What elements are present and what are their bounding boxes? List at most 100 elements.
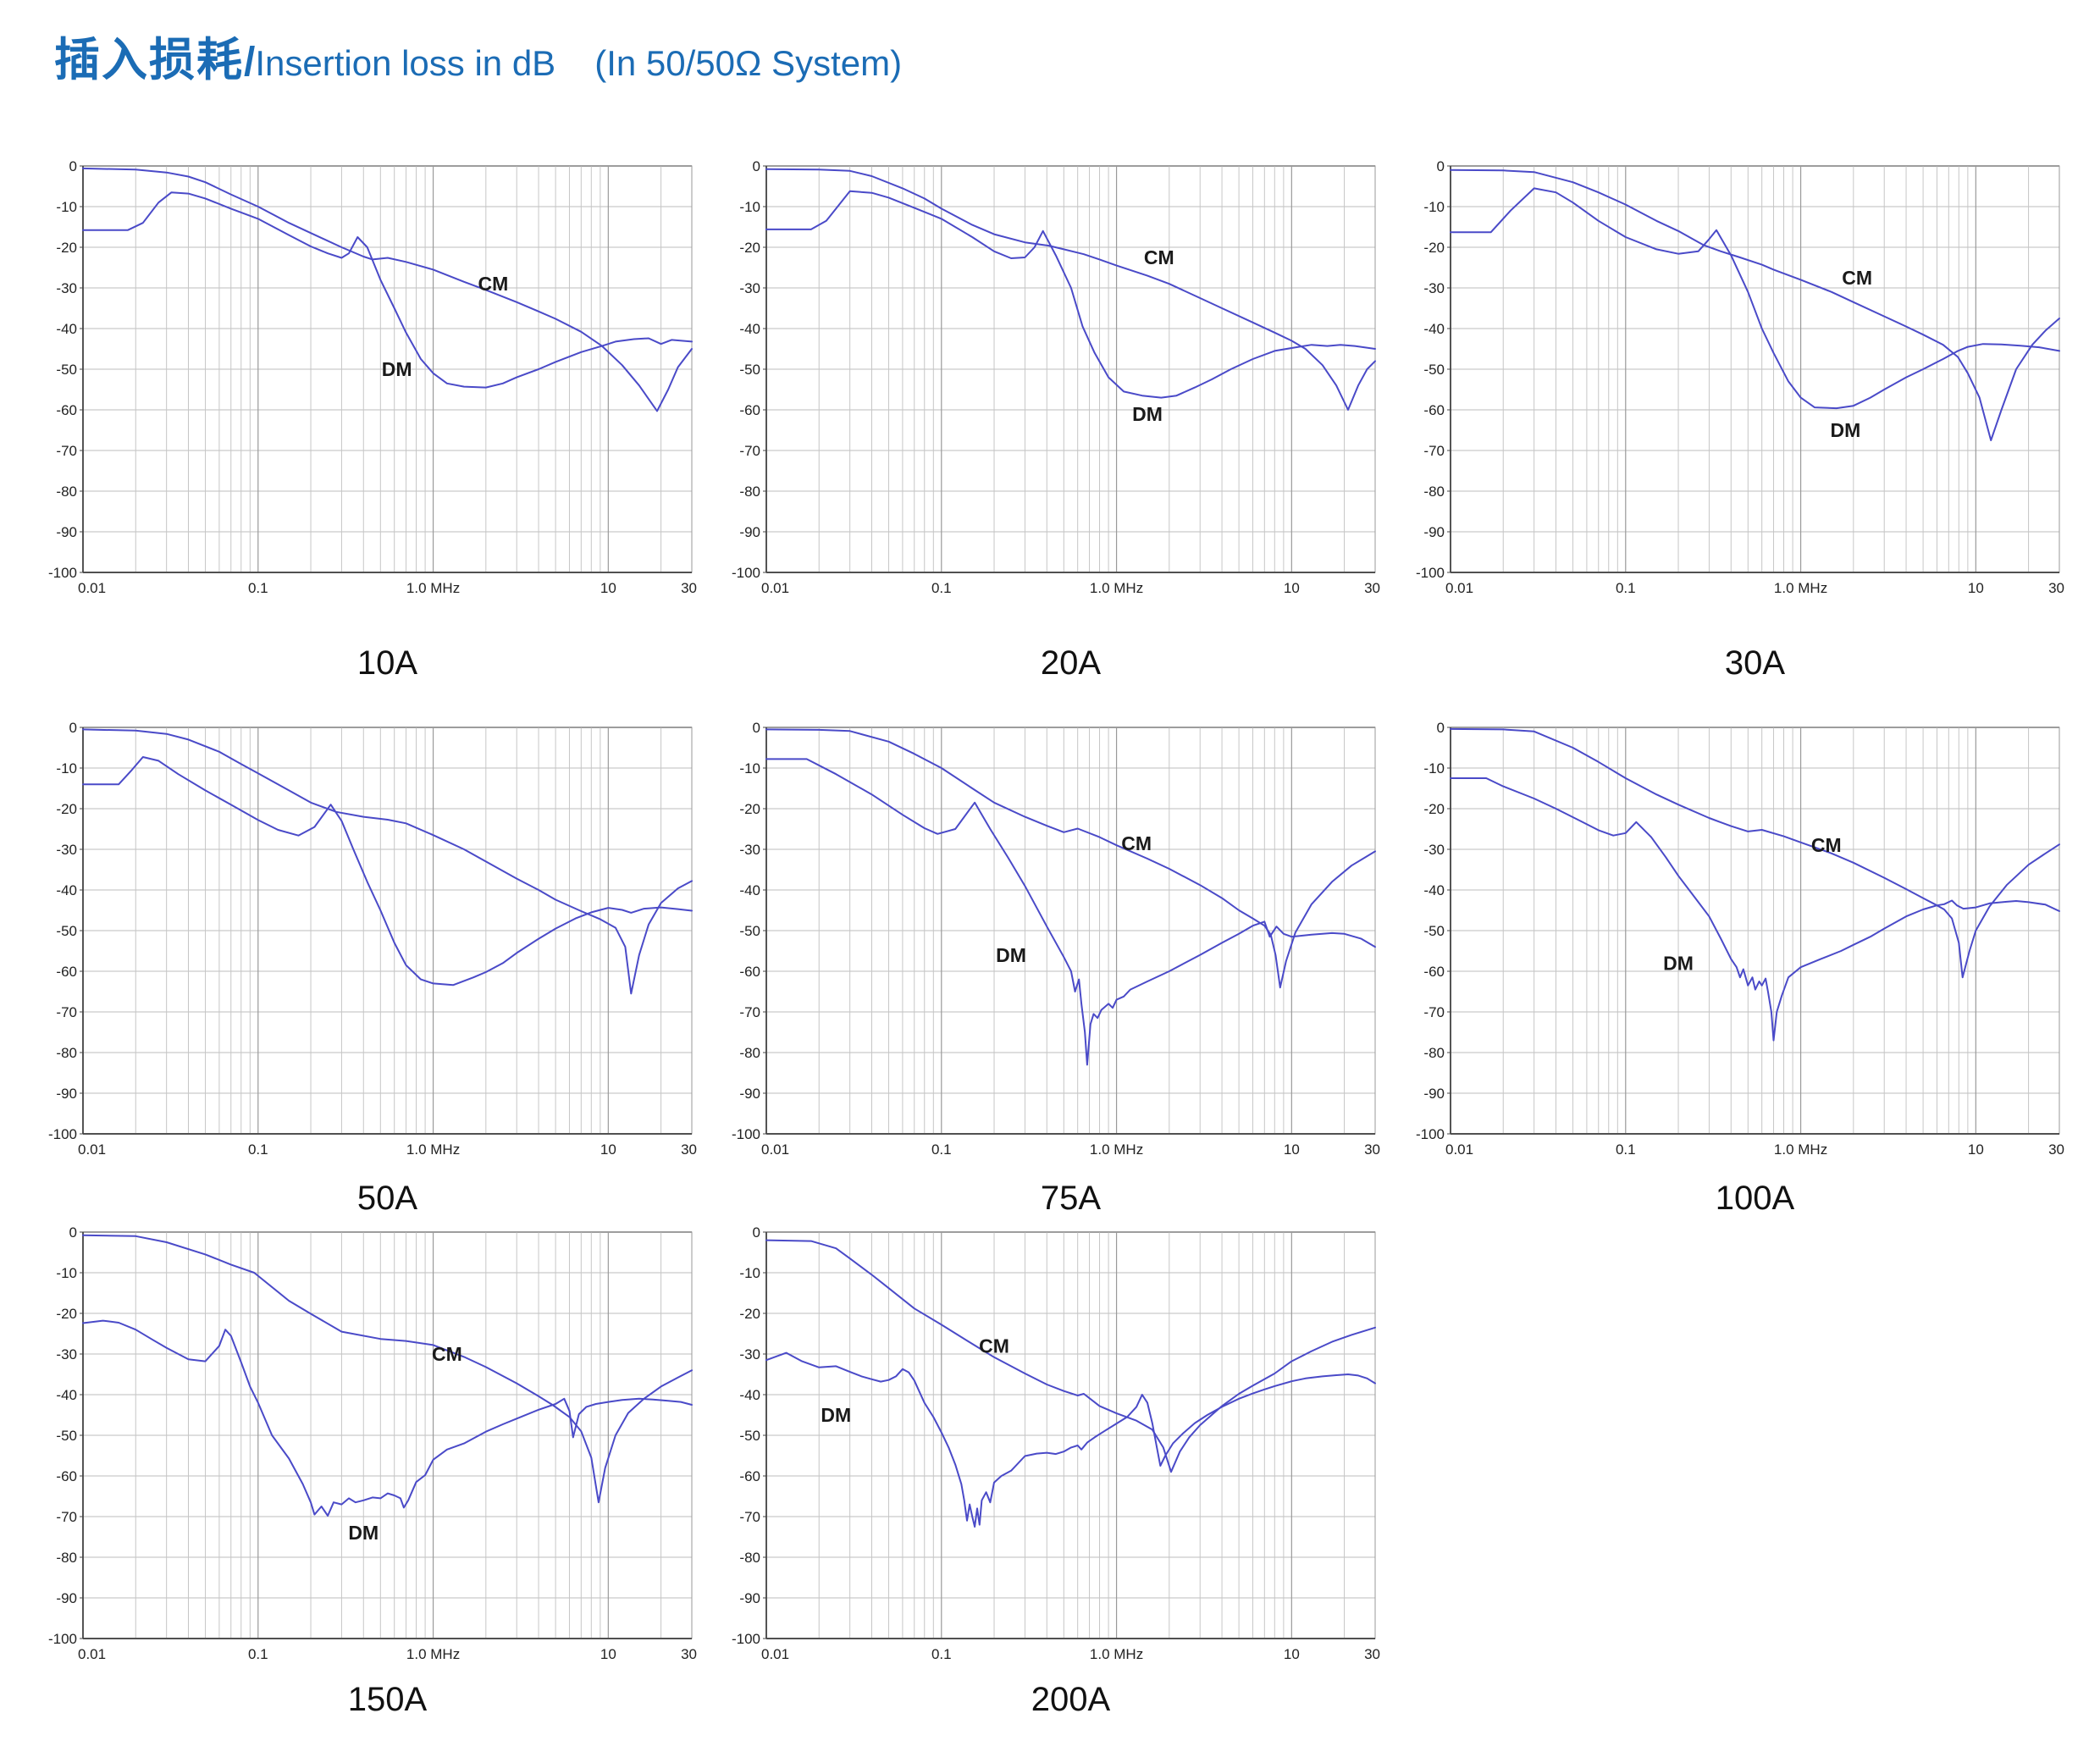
y-tick-label: -20 (739, 801, 760, 817)
y-tick-label: -30 (56, 1346, 77, 1362)
x-tick-label: 0.01 (1445, 1141, 1473, 1158)
chart-20A-cm-curve (765, 168, 1376, 411)
x-tick-label: 30 (2048, 1141, 2064, 1158)
x-tick-label: 1.0 MHz (1090, 580, 1143, 596)
y-tick-label: -70 (56, 1509, 77, 1525)
chart-150A: 0 -10 -20 -30 -40 -50 -60 -70 -80 -90 -100 0.01 0.1 1… (34, 1220, 702, 1718)
y-tick-label: -10 (56, 1265, 77, 1281)
y-tick-label: -70 (739, 443, 760, 459)
y-tick-label: -60 (739, 1468, 760, 1484)
y-tick-label: -10 (739, 199, 760, 215)
chart-200A-dm-curve (765, 1351, 1376, 1528)
y-tick-label: -10 (56, 760, 77, 777)
chart-100A: 0 -10 -20 -30 -40 -50 -60 -70 -80 -90 -100 0.01 0.1 1… (1401, 716, 2070, 1217)
y-tick-label: -80 (56, 1550, 77, 1566)
x-tick-label: 0.01 (1445, 580, 1473, 596)
y-tick-label: 0 (753, 720, 760, 736)
y-tick-label: -30 (1423, 842, 1445, 858)
y-tick-label: -90 (739, 1086, 760, 1102)
title-english: Insertion loss in dB (255, 43, 556, 83)
y-tick-label: -70 (56, 1004, 77, 1020)
chart-50A-cm-curve (82, 728, 693, 995)
y-tick-label: -100 (48, 1631, 77, 1647)
y-tick-label: -10 (739, 760, 760, 777)
x-tick-label: 30 (1364, 1141, 1380, 1158)
y-tick-label: -100 (732, 1631, 760, 1647)
x-tick-label: 0.1 (931, 580, 952, 596)
y-tick-label: 0 (69, 158, 77, 174)
y-tick-label: -40 (739, 1387, 760, 1403)
y-tick-label: -30 (739, 1346, 760, 1362)
y-tick-label: -60 (1423, 402, 1445, 418)
y-tick-label: 0 (753, 158, 760, 174)
x-tick-label: 0.01 (78, 580, 106, 596)
x-tick-label: 30 (681, 580, 697, 596)
y-tick-label: -30 (739, 280, 760, 296)
y-tick-label: -80 (1423, 484, 1445, 500)
chart-caption-20A: 20A (1040, 644, 1102, 682)
y-tick-label: -60 (739, 402, 760, 418)
chart-100A-cm-label: CM (1811, 834, 1842, 856)
y-tick-label: -60 (739, 964, 760, 980)
x-tick-label: 0.1 (248, 580, 268, 596)
y-tick-label: -20 (1423, 240, 1445, 256)
y-tick-label: -50 (739, 362, 760, 378)
x-tick-label: 10 (1968, 1141, 1984, 1158)
title-chinese: 插入损耗 (54, 35, 244, 86)
y-tick-label: -80 (739, 1550, 760, 1566)
x-tick-label: 10 (600, 1141, 616, 1158)
chart-75A-dm-label: DM (996, 944, 1026, 966)
y-tick-label: -40 (1423, 321, 1445, 337)
chart-caption-30A: 30A (1724, 644, 1786, 682)
y-tick-label: -20 (56, 1306, 77, 1322)
x-tick-label: 10 (600, 1646, 616, 1662)
chart-20A: 0 -10 -20 -30 -40 -50 -60 -70 -80 -90 -100 0.01 0.1 1… (717, 154, 1385, 682)
chart-100A-cm-curve (1450, 727, 2060, 979)
x-tick-label: 10 (1284, 1141, 1300, 1158)
y-tick-label: -40 (56, 1387, 77, 1403)
chart-200A-cm-curve (765, 1239, 1376, 1473)
chart-caption-150A: 150A (347, 1681, 428, 1718)
chart-30A-dm-curve (1450, 187, 2060, 410)
y-tick-label: -60 (56, 402, 77, 418)
y-tick-label: -80 (56, 484, 77, 500)
y-tick-label: 0 (69, 720, 77, 736)
y-tick-label: 0 (753, 1224, 760, 1241)
y-tick-label: -20 (1423, 801, 1445, 817)
chart-150A-cm-curve (82, 1234, 693, 1504)
y-tick-label: 0 (69, 1224, 77, 1241)
y-tick-label: -100 (732, 565, 760, 581)
chart-100A-dm-label: DM (1663, 952, 1694, 974)
y-tick-label: -90 (739, 1590, 760, 1606)
chart-200A: 0 -10 -20 -30 -40 -50 -60 -70 -80 -90 -100 0.01 0.1 1… (717, 1220, 1385, 1718)
x-tick-label: 1.0 MHz (406, 1141, 460, 1158)
y-tick-label: -60 (56, 964, 77, 980)
y-tick-label: -50 (1423, 362, 1445, 378)
y-tick-label: -90 (739, 524, 760, 540)
y-tick-label: -20 (739, 1306, 760, 1322)
y-tick-label: -100 (732, 1126, 760, 1142)
y-tick-label: -40 (739, 882, 760, 898)
y-tick-label: -30 (739, 842, 760, 858)
y-tick-label: -70 (739, 1004, 760, 1020)
x-tick-label: 30 (2048, 580, 2064, 596)
chart-10A-cm-label: CM (478, 273, 508, 295)
x-tick-label: 0.1 (931, 1646, 952, 1662)
y-tick-label: -70 (1423, 443, 1445, 459)
y-tick-label: -80 (739, 484, 760, 500)
y-tick-label: -50 (1423, 923, 1445, 939)
chart-75A-cm-label: CM (1121, 832, 1152, 854)
y-tick-label: -90 (1423, 524, 1445, 540)
x-tick-label: 0.01 (761, 1141, 789, 1158)
chart-10A-cm-curve (82, 167, 693, 412)
page-title: 插入损耗/Insertion loss in dB (In 50/50Ω Syst… (54, 22, 902, 89)
chart-10A: 0 -10 -20 -30 -40 -50 -60 -70 -80 -90 -100 0.01 0.1 1… (34, 154, 702, 682)
y-tick-label: 0 (1437, 158, 1445, 174)
chart-50A: 0 -10 -20 -30 -40 -50 -60 -70 -80 -90 -100 0.01 0.1 1… (34, 716, 702, 1217)
x-tick-label: 1.0 MHz (406, 580, 460, 596)
